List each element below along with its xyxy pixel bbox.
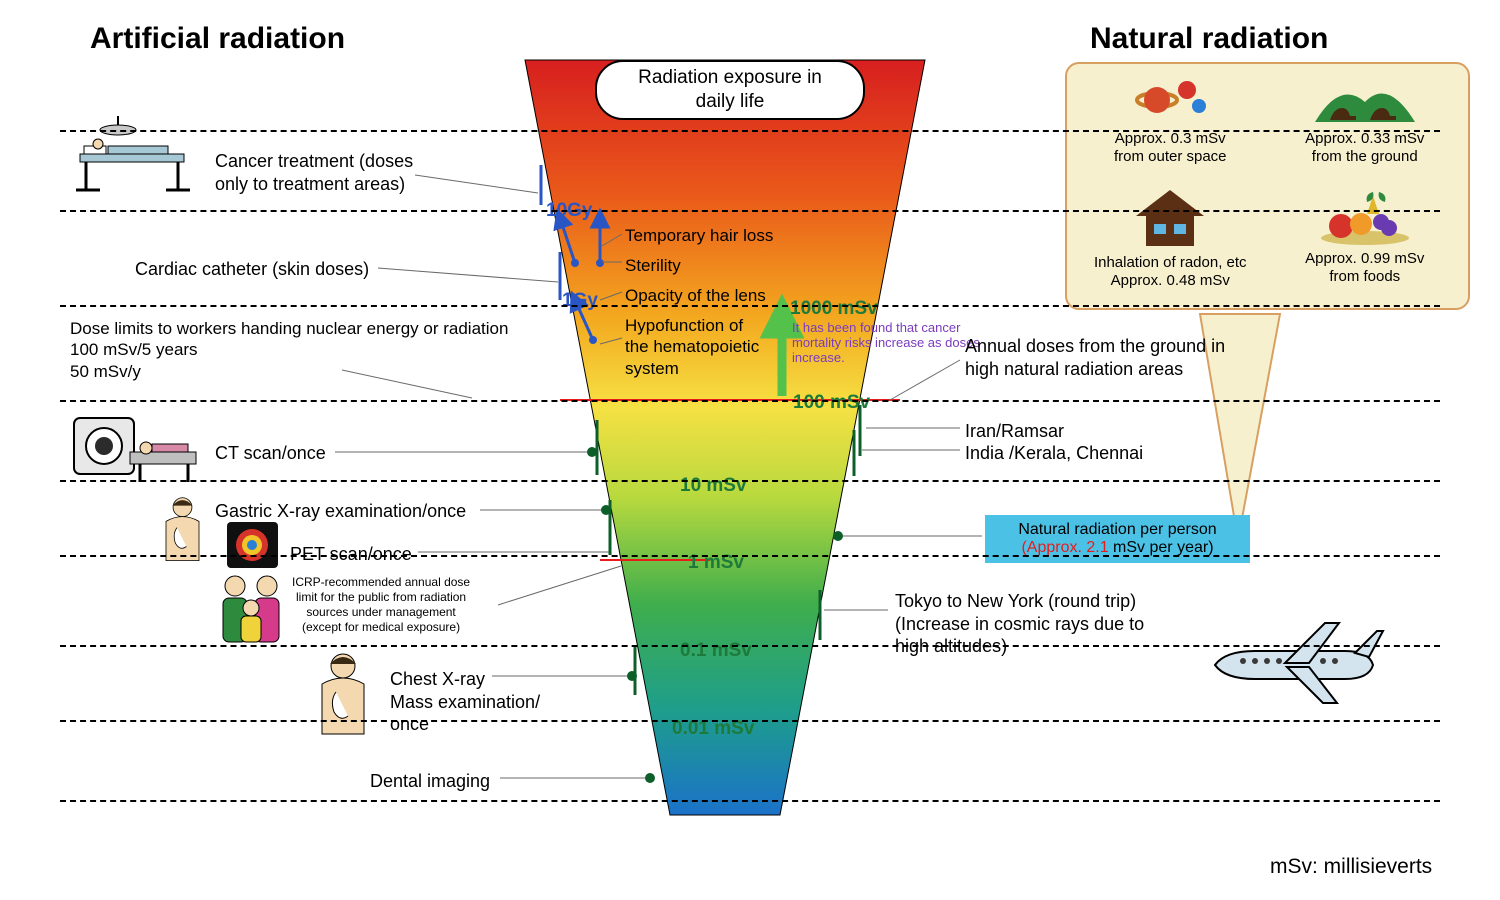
divider-5	[60, 555, 1440, 557]
artificial-item-7: Chest X-ray Mass examination/ once	[390, 668, 540, 736]
natural-cell-text: Inhalation of radon, etc Approx. 0.48 mS…	[1073, 254, 1268, 290]
divider-2	[60, 305, 1440, 307]
artificial-item-1: Cardiac catheter (skin doses)	[135, 258, 369, 281]
divider-8	[60, 800, 1440, 802]
natural-item-1: Iran/Ramsar	[965, 420, 1064, 443]
space-icon	[1073, 72, 1268, 126]
artificial-item-2: Dose limits to workers handing nuclear e…	[70, 318, 508, 382]
effect-label: Sterility	[625, 255, 681, 276]
scale-label: 1000 mSv	[790, 298, 878, 320]
effect-label: Opacity of the lens	[625, 285, 766, 306]
scale-label: 0.1 mSv	[680, 640, 752, 662]
natural-cell-text: Approx. 0.99 mSv from foods	[1268, 250, 1463, 286]
natural-cell-text: Approx. 0.33 mSv from the ground	[1268, 130, 1463, 166]
scale-label: 100 mSv	[793, 392, 870, 414]
natural-cell-space: Approx. 0.3 mSv from outer space	[1073, 72, 1268, 186]
natural-cell-food: Approx. 0.99 mSv from foods	[1268, 186, 1463, 300]
effect-label: Hypofunction of the hematopoietic system	[625, 315, 759, 379]
artificial-item-0: Cancer treatment (doses only to treatmen…	[215, 150, 413, 195]
badge-line1: Natural radiation per person	[995, 521, 1240, 539]
natural-cell-text: Approx. 0.3 mSv from outer space	[1073, 130, 1268, 166]
ground-icon	[1268, 72, 1463, 126]
food-icon	[1268, 186, 1463, 246]
natural-cell-house: Inhalation of radon, etc Approx. 0.48 mS…	[1073, 186, 1268, 300]
torso2-icon	[308, 650, 378, 740]
family-icon	[215, 570, 290, 645]
title-pill: Radiation exposure in daily life	[595, 60, 865, 120]
divider-1	[60, 210, 1440, 212]
effect-label: Temporary hair loss	[625, 225, 773, 246]
scale-label: 10 mSv	[680, 475, 747, 497]
natural-sources-box: Approx. 0.3 mSv from outer spaceApprox. …	[1065, 62, 1470, 310]
artificial-item-3: CT scan/once	[215, 442, 326, 465]
infographic-root: Artificial radiation Natural radiation R…	[0, 0, 1500, 900]
pet-scan-icon	[225, 520, 280, 570]
artificial-item-8: Dental imaging	[370, 770, 490, 793]
divider-0	[60, 130, 1440, 132]
artificial-item-6: ICRP-recommended annual dose limit for t…	[292, 575, 470, 635]
natural-item-0: Annual doses from the ground in high nat…	[965, 335, 1225, 380]
ct-scanner-icon	[70, 410, 205, 490]
divider-4	[60, 480, 1440, 482]
natural-cell-ground: Approx. 0.33 mSv from the ground	[1268, 72, 1463, 186]
natural-item-2: India /Kerala, Chennai	[965, 442, 1143, 465]
house-icon	[1073, 186, 1268, 250]
scale-label: 1Gy	[562, 290, 598, 312]
hospital-bed-icon	[70, 110, 200, 200]
cancer-mortality-note: It has been found that cancer mortality …	[792, 320, 980, 365]
natural-item-3: Tokyo to New York (round trip) (Increase…	[895, 590, 1144, 658]
divider-3	[60, 400, 1440, 402]
divider-6	[60, 645, 1440, 647]
divider-7	[60, 720, 1440, 722]
footer-unit-note: mSv: millisieverts	[1270, 855, 1432, 879]
airplane-icon	[1195, 605, 1385, 715]
